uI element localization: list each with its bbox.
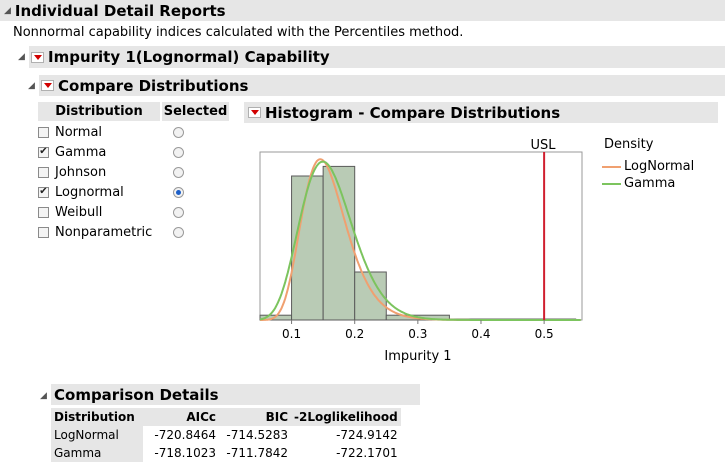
table-cell: Gamma — [51, 444, 143, 462]
distribution-row-johnson: Johnson — [38, 162, 184, 182]
distribution-checkbox[interactable] — [38, 226, 49, 238]
histogram-title: Histogram - Compare Distributions — [265, 103, 561, 122]
distribution-radio[interactable] — [173, 166, 184, 178]
x-axis-label: Impurity 1 — [384, 349, 451, 364]
distribution-label: Lognormal — [55, 184, 124, 200]
x-tick-label: 0.2 — [345, 327, 364, 341]
distribution-row-normal: Normal — [38, 122, 184, 142]
distribution-checkbox[interactable] — [38, 126, 49, 138]
distribution-checkbox[interactable]: ✔ — [38, 186, 49, 198]
distribution-label: Gamma — [55, 144, 107, 160]
report-header[interactable]: ◢ Individual Detail Reports — [0, 0, 725, 21]
usl-label: USL — [530, 138, 556, 153]
distribution-column-header: Distribution — [38, 102, 160, 121]
col-header-bic[interactable]: BIC — [219, 408, 291, 426]
distribution-row-gamma: ✔ Gamma — [38, 142, 184, 162]
distribution-checkbox[interactable] — [38, 206, 49, 218]
distribution-radio[interactable] — [173, 186, 184, 198]
collapse-triangle-icon[interactable]: ◢ — [4, 5, 11, 16]
compare-title: Compare Distributions — [58, 76, 249, 95]
report-note: Nonnormal capability indices calculated … — [13, 25, 464, 40]
histogram-bar — [354, 271, 387, 321]
col-header-distribution[interactable]: Distribution — [51, 408, 143, 426]
collapse-triangle-icon[interactable]: ◢ — [18, 52, 25, 62]
table-cell: -711.7842 — [226, 446, 288, 460]
table-cell: -722.1701 — [336, 446, 398, 460]
comparison-header[interactable]: Comparison Details — [51, 384, 420, 405]
comparison-title: Comparison Details — [54, 385, 219, 404]
histogram-header[interactable]: Histogram - Compare Distributions — [244, 102, 718, 123]
selected-column-header: Selected — [162, 102, 229, 121]
col-header-loglikelihood[interactable]: -2Loglikelihood — [291, 408, 401, 426]
distribution-label: Normal — [55, 124, 103, 140]
compare-header[interactable]: Compare Distributions — [39, 75, 725, 96]
histogram-bar — [322, 165, 356, 321]
table-cell: LogNormal — [51, 426, 143, 444]
distribution-radio[interactable] — [173, 146, 184, 158]
legend-title: Density — [604, 137, 654, 152]
legend-item-gamma[interactable]: Gamma — [602, 175, 694, 192]
x-tick-label: 0.5 — [535, 327, 554, 341]
table-header-row: Distribution AICc BIC -2Loglikelihood — [51, 408, 401, 426]
legend-item-lognormal[interactable]: LogNormal — [602, 158, 694, 175]
x-tick-label: 0.1 — [282, 327, 301, 341]
collapse-triangle-icon[interactable]: ◢ — [40, 391, 47, 401]
distribution-label: Johnson — [55, 164, 107, 180]
distribution-checkbox[interactable]: ✔ — [38, 146, 49, 158]
red-menu-icon[interactable] — [41, 80, 54, 91]
distribution-radio[interactable] — [173, 226, 184, 238]
legend-label: LogNormal — [624, 159, 695, 174]
distribution-radio[interactable] — [173, 126, 184, 138]
table-cell: -724.9142 — [336, 428, 398, 442]
x-tick-label: 0.4 — [471, 327, 490, 341]
table-cell: -720.8464 — [154, 428, 216, 442]
legend-swatch — [602, 165, 621, 168]
distribution-row-lognormal: ✔ Lognormal — [38, 182, 184, 202]
distribution-row-nonparametric: Nonparametric — [38, 222, 184, 242]
distribution-label: Nonparametric — [55, 224, 153, 240]
x-tick-label: 0.3 — [408, 327, 427, 341]
gamma-density-curve — [259, 160, 581, 321]
report-title: Individual Detail Reports — [14, 1, 226, 20]
density-legend: Density LogNormal Gamma — [602, 137, 694, 192]
capability-header[interactable]: Impurity 1(Lognormal) Capability — [29, 46, 725, 68]
table-row: LogNormal -720.8464 -714.5283 -724.9142 — [51, 426, 401, 444]
col-header-aicc[interactable]: AICc — [143, 408, 219, 426]
distribution-radio[interactable] — [173, 206, 184, 218]
distribution-label: Weibull — [55, 204, 103, 220]
red-menu-icon[interactable] — [31, 51, 44, 63]
table-cell: -714.5283 — [226, 428, 288, 442]
distribution-checkbox[interactable] — [38, 166, 49, 178]
table-cell: -718.1023 — [154, 446, 216, 460]
legend-label: Gamma — [624, 176, 676, 191]
collapse-triangle-icon[interactable]: ◢ — [28, 81, 35, 91]
distribution-row-weibull: Weibull — [38, 202, 184, 222]
comparison-table: Distribution AICc BIC -2Loglikelihood Lo… — [51, 408, 401, 462]
table-row: Gamma -718.1023 -711.7842 -722.1701 — [51, 444, 401, 462]
legend-swatch — [602, 182, 621, 185]
capability-title: Impurity 1(Lognormal) Capability — [48, 48, 330, 66]
red-menu-icon[interactable] — [248, 107, 261, 118]
